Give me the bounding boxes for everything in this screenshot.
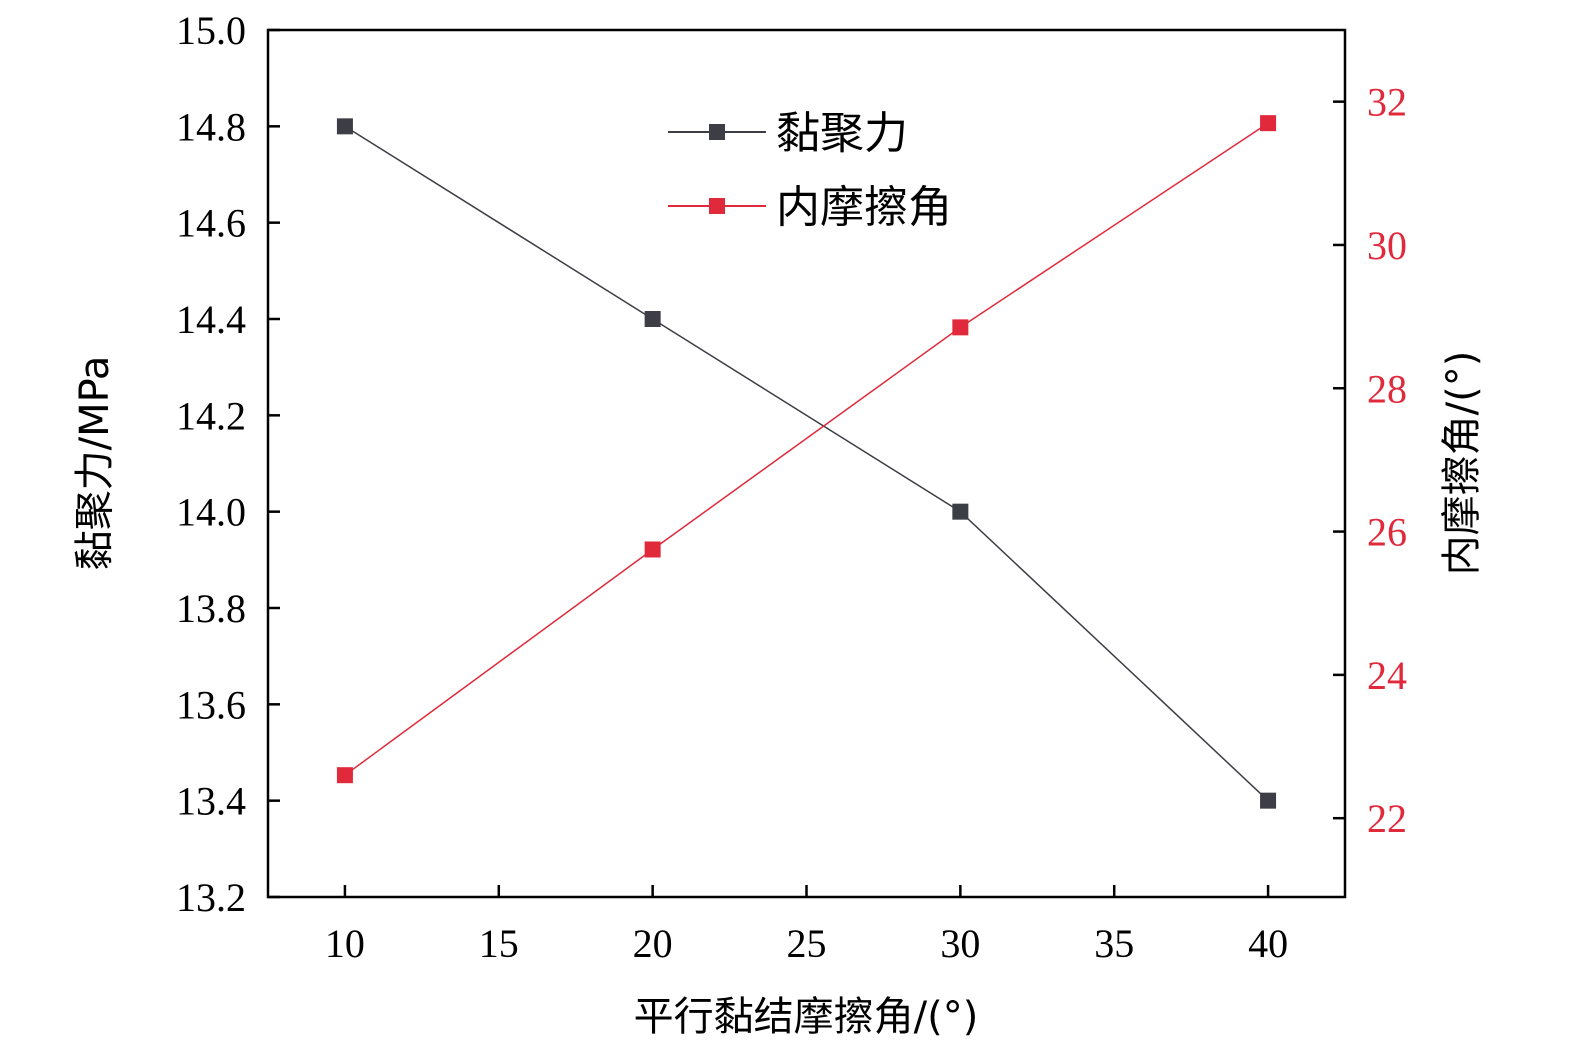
left-y-tick-label: 14.4 [176, 297, 246, 342]
right-y-axis: 22 24 26 28 30 32 [1333, 80, 1407, 841]
x-tick-label: 40 [1248, 921, 1288, 966]
series-1-point [644, 311, 661, 327]
series-2-point [1260, 115, 1277, 132]
left-y-tick-label: 13.2 [176, 875, 246, 920]
x-axis-title: 平行黏结摩擦角/(°) [634, 994, 979, 1040]
series-1-point [336, 118, 353, 135]
x-tick-label: 15 [479, 921, 519, 966]
right-y-tick-label: 32 [1367, 80, 1407, 125]
series-layer [336, 115, 1277, 809]
left-y-tick-label: 14.0 [176, 490, 246, 535]
left-y-tick-label: 13.6 [176, 682, 246, 727]
legend-swatch-marker [709, 124, 725, 140]
left-y-tick-label: 15.0 [176, 8, 246, 53]
series-2-point [644, 541, 661, 558]
x-tick-label: 30 [940, 921, 980, 966]
right-y-tick-label: 28 [1367, 366, 1407, 411]
series-2-point [952, 319, 969, 336]
legend-label: 内摩擦角 [776, 182, 952, 233]
legend-label: 黏聚力 [776, 108, 908, 159]
left-y-tick-label: 14.2 [176, 393, 246, 438]
left-y-tick-label: 13.8 [176, 586, 246, 631]
series-line-2 [344, 122, 1269, 776]
right-y-tick-label: 30 [1367, 223, 1407, 268]
left-y-axis-title: 黏聚力/MPa [72, 356, 118, 571]
x-axis: 10 15 20 25 30 35 40 [325, 885, 1288, 966]
x-tick-label: 10 [325, 921, 365, 966]
series-2-point [336, 767, 353, 784]
right-y-tick-label: 26 [1367, 510, 1407, 555]
x-tick-label: 25 [787, 921, 827, 966]
left-y-tick-label: 13.4 [176, 779, 246, 824]
left-y-tick-label: 14.6 [176, 201, 246, 246]
series-line-1 [344, 125, 1269, 802]
x-tick-label: 20 [633, 921, 673, 966]
right-y-tick-label: 24 [1367, 653, 1407, 698]
legend-swatch-marker [709, 198, 725, 214]
right-y-tick-label: 22 [1367, 796, 1407, 841]
x-tick-label: 35 [1094, 921, 1134, 966]
left-y-tick-label: 14.8 [176, 104, 246, 149]
series-1-point [952, 503, 969, 520]
series-1-point [1260, 792, 1277, 809]
plot-frame [266, 28, 1347, 899]
left-y-axis: 13.2 13.4 13.6 13.8 14.0 14.2 14.4 14.6 14.8 15.0 [176, 8, 280, 920]
right-y-axis-title: 内摩擦角/(°) [1439, 351, 1485, 576]
